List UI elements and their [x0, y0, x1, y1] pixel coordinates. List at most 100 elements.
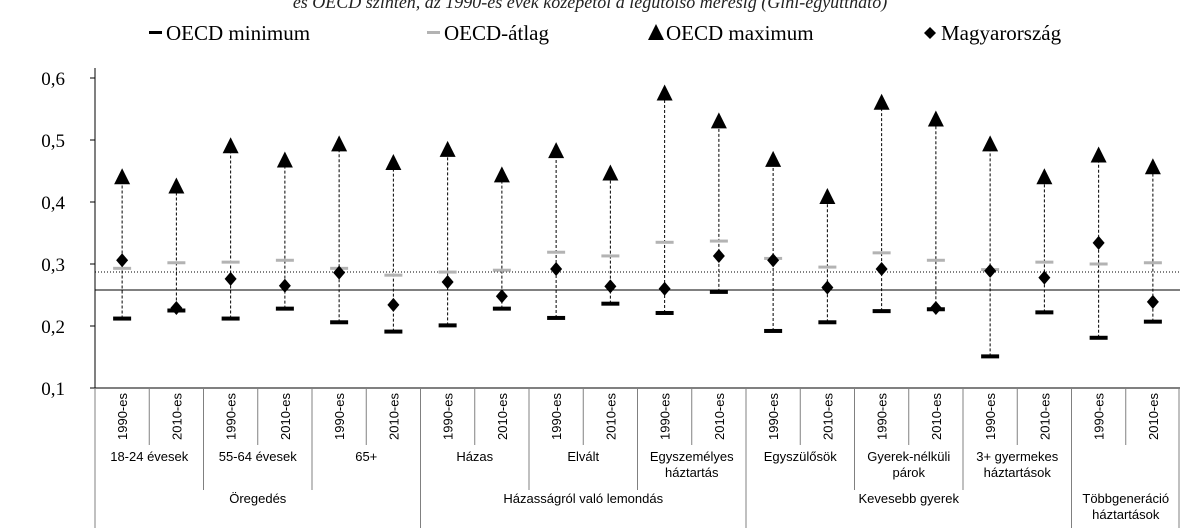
oecd-max-marker [168, 177, 185, 194]
oecd-max-marker [114, 168, 131, 185]
oecd-avg-marker [655, 240, 674, 244]
hungary-marker [604, 279, 617, 294]
oecd-min-marker [1143, 319, 1162, 324]
oecd-min-marker [709, 289, 728, 294]
hungary-marker [387, 297, 400, 312]
group-label: Kevesebb gyerek [859, 491, 960, 506]
oecd-max-marker [1090, 146, 1107, 163]
oecd-min-marker [764, 328, 783, 333]
oecd-min-marker [981, 354, 1000, 359]
y-tick-label: 0,6 [41, 69, 65, 90]
x-tick-label: 1990-es [766, 393, 781, 440]
oecd-max-marker [548, 142, 565, 159]
subgroup-label: 55-64 évesek [219, 449, 298, 464]
oecd-min-marker [547, 315, 566, 320]
oecd-avg-marker [492, 268, 511, 272]
x-tick-label: 1990-es [332, 393, 347, 440]
x-tick-label: 2010-es [603, 393, 618, 440]
oecd-max-marker [222, 137, 239, 154]
y-tick-label: 0,5 [41, 131, 65, 152]
x-tick-label: 1990-es [875, 393, 890, 440]
y-tick-label: 0,2 [41, 317, 65, 338]
oecd-avg-marker [818, 265, 837, 269]
subgroup-label: Gyerek-nélküli [867, 449, 950, 464]
x-tick-label: 1990-es [658, 393, 673, 440]
oecd-avg-marker [275, 258, 294, 262]
hungary-marker [224, 271, 237, 286]
oecd-min-marker [1035, 310, 1054, 315]
y-tick-label: 0,1 [41, 379, 65, 400]
oecd-min-marker [818, 320, 837, 325]
subgroup-label: Elvált [567, 449, 599, 464]
x-tick-label: 2010-es [929, 393, 944, 440]
hungary-marker [821, 280, 834, 295]
oecd-avg-marker [601, 254, 620, 258]
x-tick-label: 2010-es [169, 393, 184, 440]
oecd-avg-marker [547, 250, 566, 254]
hungary-marker [1092, 235, 1105, 250]
oecd-max-marker [819, 188, 836, 205]
oecd-max-marker [765, 150, 782, 167]
oecd-min-marker [492, 306, 511, 311]
hungary-marker [333, 265, 346, 280]
x-tick-label: 1990-es [549, 393, 564, 440]
oecd-min-marker [384, 329, 403, 334]
oecd-avg-marker [872, 251, 891, 255]
y-tick-label: 0,3 [41, 255, 65, 276]
oecd-avg-marker [384, 273, 403, 277]
hungary-marker [984, 263, 997, 278]
group-label: Többgeneráció [1082, 491, 1169, 506]
x-tick-label: 1990-es [115, 393, 130, 440]
hungary-marker [441, 274, 454, 289]
group-label: háztartások [1092, 507, 1160, 522]
hungary-marker [550, 261, 563, 276]
subgroup-label: párok [892, 465, 925, 480]
oecd-avg-marker [926, 258, 945, 262]
oecd-max-marker [982, 135, 999, 152]
hungary-marker [1038, 270, 1051, 285]
oecd-min-marker [655, 310, 674, 315]
subgroup-label: háztartások [984, 465, 1052, 480]
oecd-max-marker [331, 135, 348, 152]
oecd-min-marker [1089, 335, 1108, 340]
oecd-max-marker [927, 110, 944, 127]
subgroup-label: 65+ [355, 449, 377, 464]
oecd-avg-marker [1035, 260, 1054, 264]
oecd-avg-marker [1143, 261, 1162, 265]
subgroup-label: háztartás [665, 465, 719, 480]
oecd-max-marker [602, 164, 619, 181]
oecd-min-marker [275, 306, 294, 311]
subgroup-label: 18-24 évesek [110, 449, 189, 464]
oecd-avg-marker [1089, 262, 1108, 266]
chart-subtitle: és OECD szinten, az 1990-es évek közepét… [292, 0, 888, 12]
oecd-min-marker [438, 323, 457, 328]
x-tick-label: 2010-es [712, 393, 727, 440]
legend-min-label: OECD minimum [166, 21, 310, 45]
group-label: Öregedés [229, 491, 287, 506]
legend-hu-label: Magyarország [941, 21, 1062, 45]
oecd-min-marker [113, 316, 132, 321]
legend-max-swatch [648, 24, 664, 40]
oecd-max-marker [276, 151, 293, 168]
x-tick-label: 2010-es [1037, 393, 1052, 440]
hungary-marker [170, 301, 183, 316]
x-tick-label: 2010-es [495, 393, 510, 440]
subgroup-label: Egyszülősök [764, 449, 837, 464]
subgroup-label: Egyszemélyes [650, 449, 734, 464]
x-tick-label: 2010-es [820, 393, 835, 440]
hungary-marker [116, 253, 129, 268]
x-axis: 1990-es 2010-es 1990-es 2010-es 1990-es 2010-… [94, 387, 1180, 528]
oecd-avg-marker [167, 261, 186, 265]
oecd-max-marker [656, 84, 673, 101]
oecd-max-marker [493, 166, 510, 183]
legend-max-label: OECD maximum [666, 21, 814, 45]
plot-area [95, 84, 1180, 359]
hungary-marker [929, 301, 942, 316]
x-tick-label: 1990-es [224, 393, 239, 440]
x-tick-label: 1990-es [983, 393, 998, 440]
oecd-max-marker [439, 140, 456, 157]
x-tick-label: 1990-es [1092, 393, 1107, 440]
oecd-min-marker [330, 320, 349, 325]
oecd-max-marker [873, 93, 890, 110]
